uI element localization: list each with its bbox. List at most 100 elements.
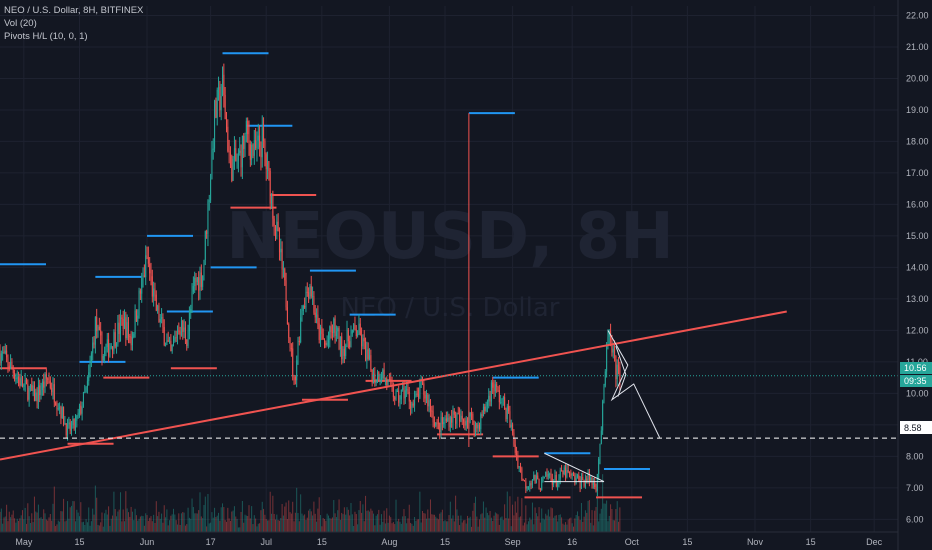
pivots-indicator-legend[interactable]: Pivots H/L (10, 0, 1) — [4, 31, 88, 42]
time-axis[interactable]: May 15 Jun 17 Jul 15 Aug 15 Sep 16 Oct 15 Nov 15 Dec — [0, 531, 898, 547]
candle-body — [245, 121, 247, 134]
candle-body — [252, 144, 254, 156]
volume-bar — [37, 504, 39, 532]
volume-bar — [476, 516, 478, 532]
candle-body — [330, 326, 332, 332]
candle-body — [578, 474, 580, 480]
volume-bar — [337, 510, 339, 532]
countdown-label: 09:35 — [904, 376, 927, 386]
volume-bar — [554, 515, 556, 532]
volume-bar — [237, 527, 239, 532]
volume-bar — [60, 511, 62, 532]
candle-body — [553, 480, 555, 485]
candle-body — [614, 348, 616, 357]
volume-bar — [268, 520, 270, 532]
candle-body — [39, 385, 41, 396]
candle-body — [543, 476, 545, 478]
volume-bar — [611, 509, 613, 532]
candle-body — [277, 221, 279, 232]
volume-bar — [114, 509, 116, 532]
time-tick-label: Aug — [381, 537, 397, 547]
candle-body — [265, 154, 267, 170]
candle-body — [130, 336, 132, 346]
candle-body — [441, 417, 443, 425]
time-tick-label: Sep — [505, 537, 521, 547]
volume-bar — [23, 519, 25, 532]
candle-body — [90, 353, 92, 362]
volume-bar — [18, 520, 20, 532]
volume-indicator-legend[interactable]: Vol (20) — [4, 18, 37, 29]
candle-body — [44, 373, 46, 388]
volume-bar — [171, 514, 173, 532]
candle-body — [498, 390, 500, 403]
symbol-legend[interactable]: NEO / U.S. Dollar, 8H, BITFINEX — [4, 5, 144, 16]
time-tick-label: 15 — [440, 537, 450, 547]
volume-bar — [378, 509, 380, 532]
candle-body — [523, 480, 525, 482]
candle-body — [260, 147, 262, 158]
time-tick-label: Dec — [866, 537, 883, 547]
volume-bar — [259, 523, 261, 532]
volume-bar — [190, 518, 192, 532]
candle-body — [431, 410, 433, 412]
volume-bar — [481, 513, 483, 532]
candle-body — [545, 471, 547, 477]
volume-bar — [296, 487, 298, 532]
volume-bar — [502, 520, 504, 532]
candle-body — [485, 405, 487, 411]
projection-path — [607, 330, 661, 438]
candle-body — [48, 378, 50, 381]
candle-body — [56, 405, 58, 409]
volume-bar — [396, 521, 398, 532]
volume-bar — [143, 525, 145, 532]
volume-bar — [582, 521, 584, 532]
volume-bar — [329, 518, 331, 532]
volume-bar — [480, 514, 482, 532]
volume-bar — [247, 516, 249, 532]
candle-body — [612, 348, 614, 353]
time-tick-label: 15 — [317, 537, 327, 547]
candle-body — [84, 391, 86, 393]
candle-body — [240, 150, 242, 168]
volume-bar — [292, 501, 294, 532]
volume-bar — [224, 520, 226, 532]
candle-body — [403, 387, 405, 399]
candle-body — [27, 384, 29, 400]
candle-body — [596, 474, 598, 492]
last-price-badge — [900, 362, 932, 374]
candle-body — [256, 140, 258, 149]
volume-bar — [196, 513, 198, 532]
drawings-layer[interactable] — [0, 113, 898, 483]
candle-body — [23, 384, 25, 387]
candle-body — [584, 478, 586, 486]
volume-bar — [386, 508, 388, 532]
candle-body — [184, 327, 186, 340]
price-tick-label: 7.00 — [906, 483, 924, 493]
volume-bar — [550, 507, 552, 532]
candle-body — [309, 286, 311, 299]
volume-bar — [229, 520, 231, 532]
price-tick-label: 14.00 — [906, 262, 929, 272]
volume-bar — [473, 502, 475, 532]
volume-bar — [366, 510, 368, 532]
volume-bar — [84, 524, 86, 532]
volume-bar — [489, 511, 491, 532]
candle-body — [425, 394, 427, 399]
time-tick-label: 15 — [806, 537, 816, 547]
volume-bar — [391, 523, 393, 532]
candle-body — [280, 248, 282, 253]
candle-body — [504, 397, 506, 410]
candle-body — [618, 364, 620, 367]
price-tick-label: 16.00 — [906, 199, 929, 209]
candle-body — [77, 412, 79, 416]
candle-body — [68, 422, 70, 425]
volume-bar — [284, 506, 286, 532]
volume-bar — [420, 522, 422, 532]
volume-bar — [599, 513, 601, 532]
volume-bar — [63, 498, 65, 532]
candle-body — [329, 326, 331, 340]
candle-body — [190, 308, 192, 314]
candle-body — [186, 339, 188, 346]
volume-bar — [461, 522, 463, 532]
